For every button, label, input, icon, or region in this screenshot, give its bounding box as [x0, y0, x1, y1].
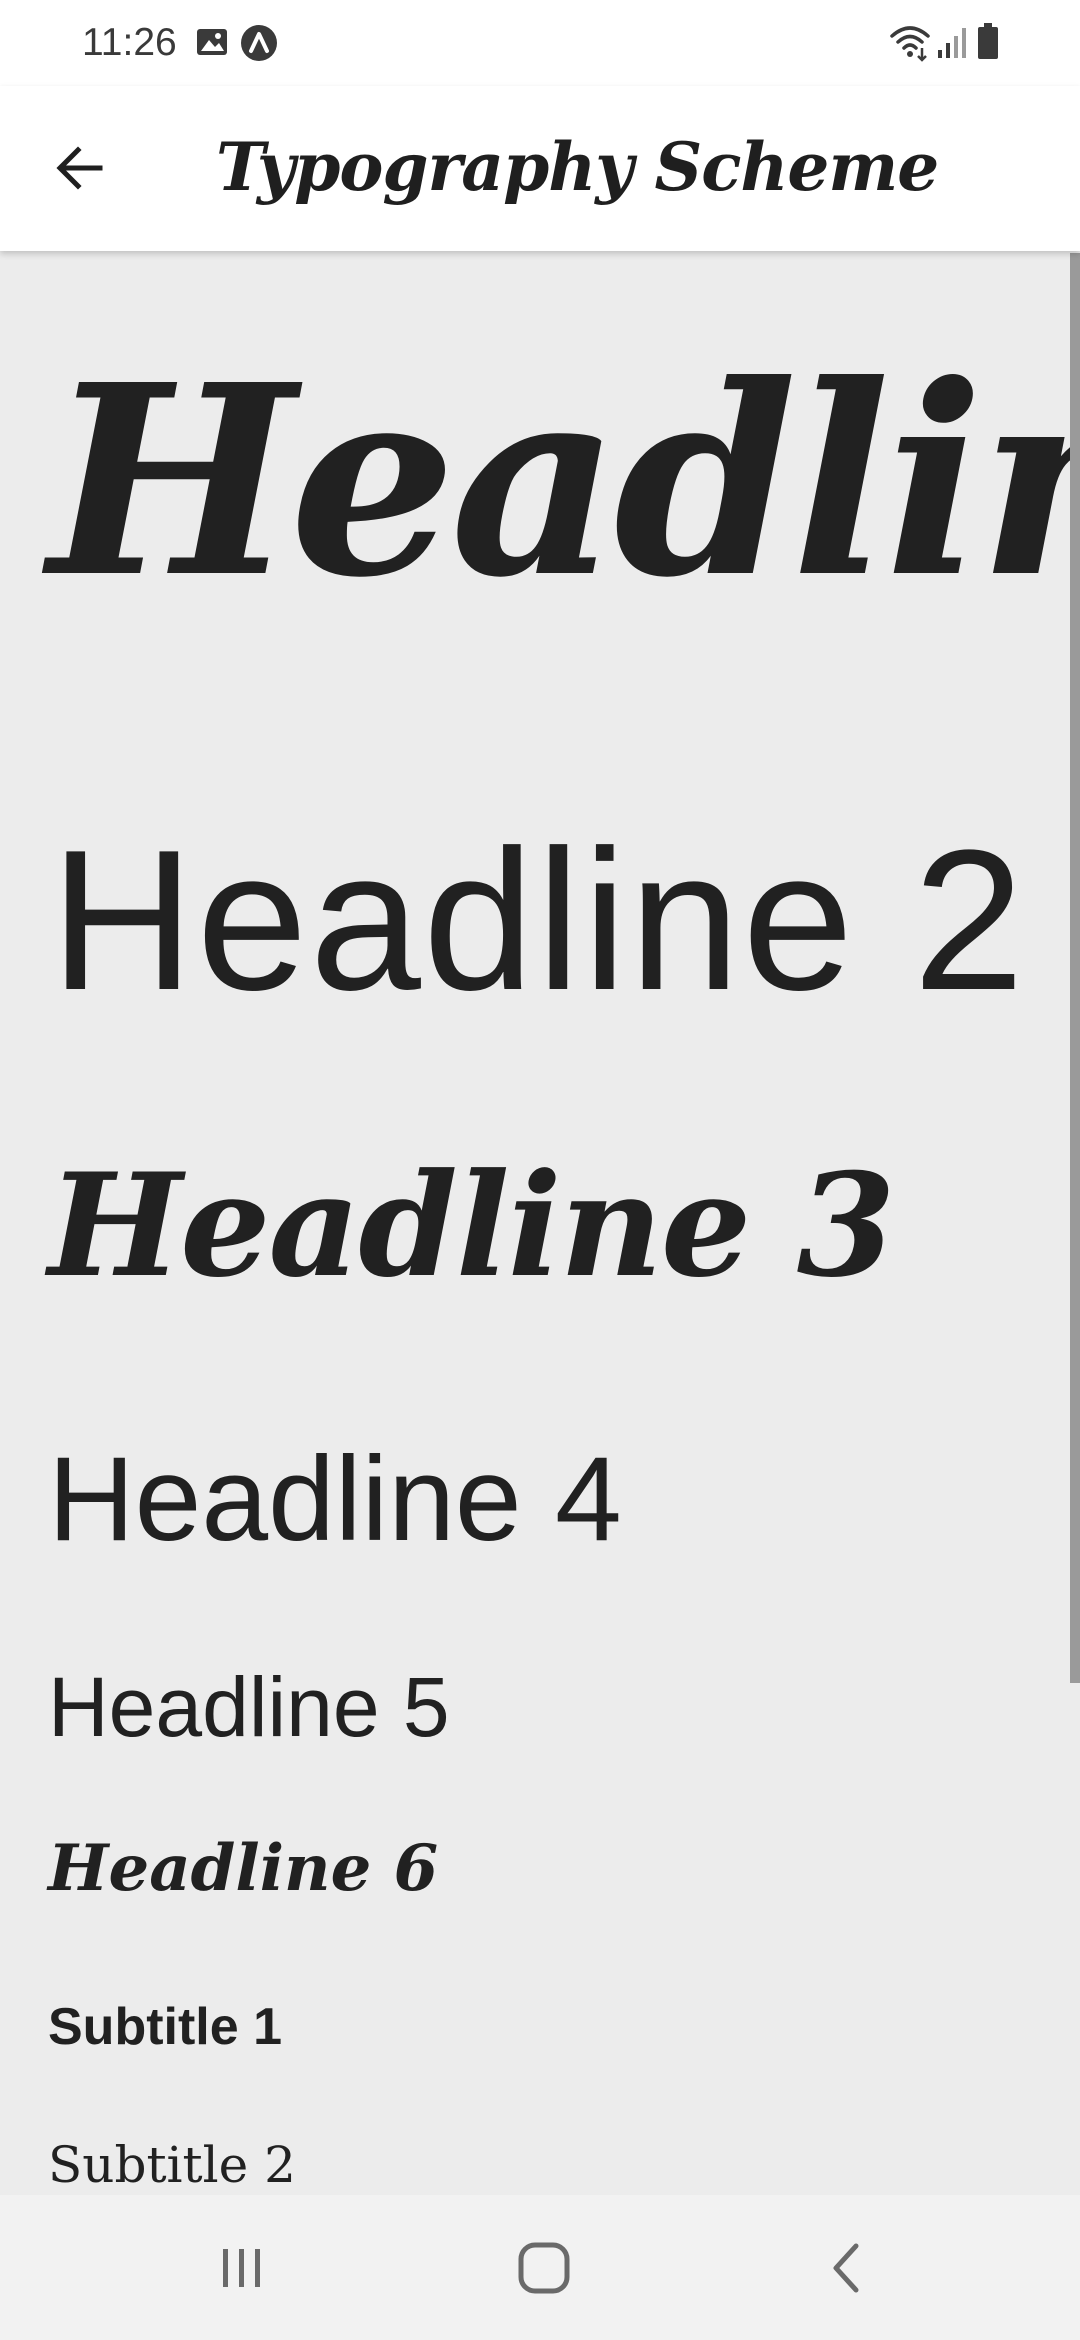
home-button[interactable]	[489, 2225, 599, 2315]
recent-apps-icon	[217, 2243, 267, 2298]
notification-a-icon	[240, 24, 278, 67]
scrollbar[interactable]	[1070, 253, 1080, 1683]
typography-list[interactable]: Headline 1 Headline 2 Headline 3 Headlin…	[0, 251, 1080, 2195]
home-icon	[516, 2240, 572, 2301]
subtitle1-sample: Subtitle 1	[48, 1998, 283, 2056]
back-button[interactable]	[36, 126, 124, 214]
battery-icon	[976, 22, 1000, 65]
headline3-sample: Headline 3	[48, 1143, 896, 1309]
headline6-sample: Headline 6	[48, 1831, 439, 1906]
headline1-sample: Headline 1	[48, 327, 1080, 635]
page-title: Typography Scheme	[216, 128, 939, 206]
back-icon	[822, 2240, 872, 2301]
image-icon	[196, 26, 228, 63]
arrow-left-icon	[52, 140, 108, 201]
system-nav-bar	[0, 2195, 1080, 2340]
recent-apps-button[interactable]	[187, 2225, 297, 2315]
app-bar: Typography Scheme	[0, 86, 1080, 251]
subtitle2-sample: Subtitle 2	[48, 2136, 296, 2194]
headline2-sample: Headline 2	[50, 809, 1027, 1032]
wifi-icon	[888, 22, 932, 67]
nav-back-button[interactable]	[792, 2225, 902, 2315]
signal-icon	[936, 24, 970, 65]
headline4-sample: Headline 4	[48, 1432, 622, 1566]
status-bar: 11:26	[0, 0, 1080, 86]
status-time: 11:26	[82, 21, 177, 64]
headline5-sample: Headline 5	[48, 1660, 450, 1754]
